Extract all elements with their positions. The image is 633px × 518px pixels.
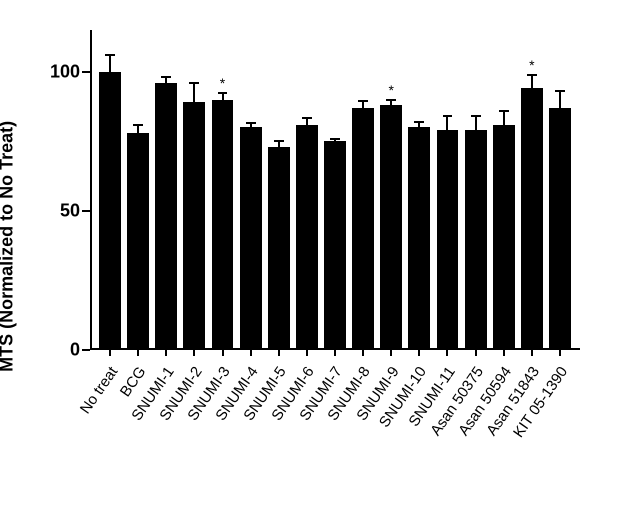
error-bar xyxy=(475,116,477,130)
x-tick xyxy=(446,350,448,356)
y-axis-label: MTS (Normalized to No Treat) xyxy=(0,121,18,372)
x-tick xyxy=(418,350,420,356)
x-tick xyxy=(109,350,111,356)
y-tick xyxy=(82,71,90,73)
x-tick xyxy=(306,350,308,356)
error-cap xyxy=(499,110,509,112)
x-tick xyxy=(193,350,195,356)
significance-star: * xyxy=(529,57,534,73)
x-tick xyxy=(531,350,533,356)
x-tick xyxy=(559,350,561,356)
bar xyxy=(521,88,543,350)
bars-layer: * * * xyxy=(90,30,580,350)
error-bar xyxy=(222,93,224,100)
error-bar xyxy=(193,83,195,102)
y-tick xyxy=(82,349,90,351)
bar xyxy=(408,127,430,350)
error-cap xyxy=(105,54,115,56)
bar xyxy=(493,125,515,350)
x-tick xyxy=(390,350,392,356)
bar xyxy=(380,105,402,350)
x-tick xyxy=(503,350,505,356)
error-cap xyxy=(443,115,453,117)
x-tick xyxy=(137,350,139,356)
x-tick xyxy=(362,350,364,356)
error-cap xyxy=(218,92,228,94)
bar xyxy=(240,127,262,350)
error-cap xyxy=(246,122,256,124)
error-cap xyxy=(555,90,565,92)
error-bar xyxy=(503,111,505,125)
error-bar xyxy=(559,91,561,108)
error-cap xyxy=(471,115,481,117)
bar xyxy=(183,102,205,350)
bar xyxy=(127,133,149,350)
x-tick xyxy=(475,350,477,356)
error-cap xyxy=(189,82,199,84)
x-tick xyxy=(165,350,167,356)
x-tick xyxy=(278,350,280,356)
x-tick-label: No treat xyxy=(76,364,121,417)
y-tick-label: 100 xyxy=(50,61,80,82)
error-cap xyxy=(133,124,143,126)
x-tick xyxy=(250,350,252,356)
error-bar xyxy=(109,55,111,72)
bar xyxy=(352,108,374,350)
error-bar xyxy=(362,101,364,108)
error-bar xyxy=(446,116,448,130)
error-cap xyxy=(358,100,368,102)
bar xyxy=(465,130,487,350)
significance-star: * xyxy=(220,75,225,91)
significance-star: * xyxy=(389,82,394,98)
bar xyxy=(437,130,459,350)
y-tick-label: 0 xyxy=(70,340,80,361)
chart-container: MTS (Normalized to No Treat) * * * 0 50 100 N… xyxy=(0,0,633,518)
bar xyxy=(155,83,177,350)
error-cap xyxy=(527,74,537,76)
bar xyxy=(268,147,290,350)
error-cap xyxy=(274,140,284,142)
error-cap xyxy=(414,121,424,123)
y-tick-label: 50 xyxy=(60,200,80,221)
error-bar xyxy=(306,118,308,125)
error-bar xyxy=(137,125,139,133)
error-cap xyxy=(161,76,171,78)
bar xyxy=(212,100,234,350)
error-cap xyxy=(330,138,340,140)
x-tick xyxy=(222,350,224,356)
bar xyxy=(549,108,571,350)
y-tick xyxy=(82,210,90,212)
x-tick xyxy=(334,350,336,356)
bar xyxy=(99,72,121,350)
bar xyxy=(324,141,346,350)
bar xyxy=(296,125,318,350)
plot-area: *** 050100No treatBCGSNUMI-1SNUMI-2SNUMI… xyxy=(90,30,580,350)
error-cap xyxy=(302,117,312,119)
error-bar xyxy=(531,75,533,89)
error-cap xyxy=(386,99,396,101)
